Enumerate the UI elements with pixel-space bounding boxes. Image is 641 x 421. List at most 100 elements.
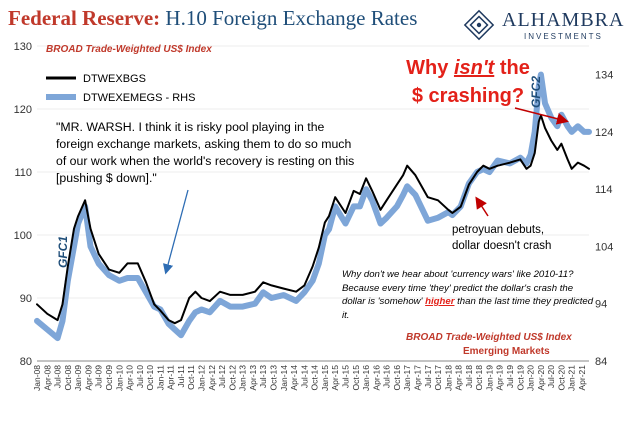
series-line-dtwexemegs [34, 71, 592, 342]
callout-arrow [514, 107, 569, 125]
x-tick-label: Oct-20 [556, 365, 566, 391]
petroyuan-note-line2: dollar doesn't crash [452, 240, 552, 252]
x-tick-label: Oct-11 [186, 365, 196, 390]
x-tick-label: Jan-08 [32, 365, 42, 391]
petroyuan-note-line1: petroyuan debuts, [452, 224, 545, 236]
x-tick-label: Apr-21 [577, 365, 587, 391]
gfc1-label: GFC1 [56, 236, 70, 268]
x-tick-label: Apr-14 [289, 365, 299, 391]
x-tick-label: Jul-20 [546, 365, 556, 388]
callout-emphasis: isn't [453, 57, 495, 79]
x-tick-label: Apr-10 [125, 365, 135, 391]
x-tick-label: Apr-12 [207, 365, 217, 391]
x-tick-label: Jan-14 [279, 365, 289, 391]
x-tick-label: Jan-09 [73, 365, 83, 391]
footer-sublabel: Emerging Markets [463, 346, 550, 357]
x-tick-label: Jan-10 [114, 365, 124, 391]
y-right-tick-label: 134 [595, 70, 613, 82]
y-right-tick-label: 114 [595, 184, 613, 196]
y-left-tick-label: 110 [14, 167, 32, 179]
x-tick-label: Apr-17 [412, 365, 422, 391]
x-tick-label: Jul-14 [299, 365, 309, 388]
alhambra-logo: ALHAMBRA INVESTMENTS [454, 8, 634, 44]
alhambra-logo-icon [463, 9, 495, 41]
x-tick-label: Jul-18 [464, 365, 474, 388]
x-tick-label: Apr-15 [330, 365, 340, 391]
legend-label: DTWEXBGS [83, 73, 146, 85]
callout-headline: Why isn't the $ crashing? [308, 54, 628, 110]
x-tick-label: Jan-12 [197, 365, 207, 391]
x-tick-label: Apr-19 [495, 365, 505, 391]
title-part2: H.10 Foreign Exchange Rates [160, 6, 418, 30]
x-tick-label: Apr-08 [42, 365, 52, 391]
x-tick-label: Jan-20 [526, 365, 536, 391]
x-tick-label: Oct-13 [269, 365, 279, 391]
y-left-tick-label: 90 [20, 293, 32, 305]
x-tick-label: Jul-12 [217, 365, 227, 388]
x-tick-label: Oct-10 [145, 365, 155, 391]
petroyuan-arrow [475, 196, 489, 217]
x-tick-label: Oct-14 [310, 365, 320, 391]
x-tick-label: Apr-13 [248, 365, 258, 391]
x-tick-label: Jan-15 [320, 365, 330, 391]
petroyuan-note: petroyuan debuts, dollar doesn't crash [452, 222, 551, 254]
chart-subtitle: BROAD Trade-Weighted US$ Index [46, 44, 212, 55]
x-tick-label: Jul-11 [176, 365, 186, 388]
x-tick-label: Jan-18 [443, 365, 453, 391]
legend-label: DTWEXEMEGS - RHS [83, 92, 195, 104]
footer-label: BROAD Trade-Weighted US$ Index [406, 332, 572, 343]
currency-wars-note: Why don't we hear about 'currency wars' … [342, 268, 596, 322]
series-line-dtwexbgs [36, 114, 590, 325]
title-part1: Federal Reserve: [8, 6, 161, 30]
x-tick-label: Oct-18 [474, 365, 484, 391]
x-tick-label: Jul-13 [258, 365, 268, 388]
x-tick-label: Apr-09 [83, 365, 93, 391]
y-right-tick-label: 84 [595, 356, 607, 368]
y-left-tick-label: 120 [14, 104, 32, 116]
x-tick-label: Oct-09 [104, 365, 114, 391]
x-tick-label: Oct-12 [227, 365, 237, 391]
callout-line2: $ crashing? [411, 85, 525, 107]
x-tick-label: Jul-09 [94, 365, 104, 388]
x-tick-label: Oct-08 [63, 365, 73, 391]
x-tick-label: Jul-19 [505, 365, 515, 388]
x-tick-label: Jan-21 [567, 365, 577, 391]
x-tick-label: Jul-10 [135, 365, 145, 388]
gfc2-label: GFC2 [529, 76, 543, 108]
y-right-tick-label: 104 [595, 241, 613, 253]
chart-title: Federal Reserve: H.10 Foreign Exchange R… [8, 6, 417, 31]
callout-text-b: the [494, 57, 530, 79]
x-tick-label: Apr-20 [536, 365, 546, 391]
x-tick-label: Jul-15 [340, 365, 350, 388]
x-tick-label: Apr-18 [454, 365, 464, 391]
x-tick-label: Jan-13 [238, 365, 248, 391]
x-tick-label: Jan-16 [361, 365, 371, 391]
logo-sub: INVESTMENTS [524, 32, 603, 41]
y-right-tick-label: 124 [595, 127, 613, 139]
quote-arrow [162, 189, 189, 275]
warsh-quote: "MR. WARSH. I think it is risky pool pla… [56, 120, 355, 185]
currency-wars-text: Why don't we hear about 'currency wars' … [342, 269, 574, 307]
annotations: GFC1 GFC2 [56, 76, 569, 275]
currency-wars-tail: than the last time they predicted it. [342, 296, 594, 321]
y-left-tick-label: 80 [20, 356, 32, 368]
x-tick-label: Jul-08 [53, 365, 63, 388]
series-lines [34, 71, 592, 342]
x-tick-label: Oct-17 [433, 365, 443, 391]
x-tick-label: Oct-19 [515, 365, 525, 391]
y-left-tick-label: 130 [14, 41, 32, 53]
x-tick-label: Oct-15 [351, 365, 361, 391]
x-tick-label: Apr-11 [166, 365, 176, 390]
x-tick-label: Jul-16 [382, 365, 392, 388]
x-tick-label: Jan-11 [155, 365, 165, 391]
x-tick-label: Apr-16 [371, 365, 381, 391]
x-tick-label: Oct-16 [392, 365, 402, 391]
currency-wars-emphasis: higher [425, 296, 455, 307]
callout-line1: Why isn't the [308, 54, 628, 82]
logo-name: ALHAMBRA [502, 9, 625, 31]
callout-text-a: Why [406, 57, 454, 79]
x-tick-label: Jan-17 [402, 365, 412, 391]
x-tick-label: Jul-17 [423, 365, 433, 388]
